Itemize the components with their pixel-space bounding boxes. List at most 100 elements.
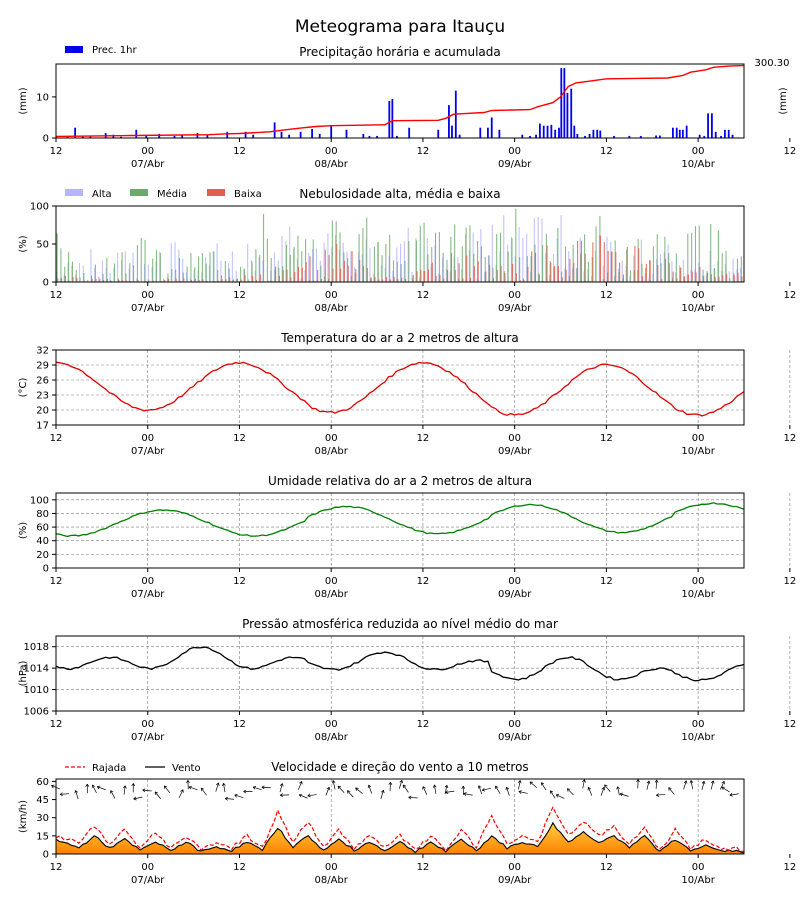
cloud-bar-alta — [373, 273, 375, 282]
precip-bar — [563, 68, 566, 138]
cloud-bar-baixa — [267, 280, 269, 282]
x-tick-label-date: 10/Abr — [681, 446, 715, 457]
cloud-bar-alta — [243, 268, 245, 282]
cloud-bar-alta — [419, 277, 421, 282]
gust-line — [55, 805, 744, 853]
cloud-bar-alta — [487, 255, 490, 282]
cloud-bar-baixa — [91, 278, 93, 282]
cloud-bar-média — [205, 263, 207, 282]
cloud-bar-média — [129, 263, 131, 282]
cloud-bar-baixa — [229, 277, 231, 282]
wind-direction-arrow — [518, 791, 528, 794]
wind-direction-arrow — [445, 790, 455, 793]
x-tick-label-date: 07/Abr — [131, 446, 165, 457]
cloud-bar-média — [652, 246, 654, 282]
cloud-bar-média — [534, 244, 536, 282]
x-tick-label-hour: 00 — [141, 433, 154, 444]
cloud-bar-alta — [686, 274, 688, 282]
precip-bar — [135, 129, 138, 138]
cloud-bar-alta — [327, 233, 329, 282]
cloud-bar-baixa — [198, 280, 200, 282]
wind-direction-arrow — [463, 793, 473, 796]
x-tick-label-hour: 12 — [233, 146, 246, 157]
cloud-bar-alta — [109, 273, 111, 282]
cloud-bar-alta — [277, 260, 279, 282]
cloud-bar-baixa — [103, 280, 105, 282]
wind-direction-arrow — [307, 794, 317, 797]
legend-label: Prec. 1hr — [92, 45, 137, 56]
cloud-bar-alta — [377, 242, 379, 282]
cloud-bar-alta — [468, 250, 470, 282]
x-tick-label-date: 09/Abr — [498, 446, 532, 457]
cloud-bar-média — [687, 233, 689, 282]
wind-direction-arrow — [355, 787, 363, 794]
cloud-bar-baixa — [275, 266, 277, 282]
cloud-bar-alta — [636, 269, 639, 282]
x-tick-label-date: 08/Abr — [314, 159, 348, 170]
cloud-bar-alta — [682, 259, 684, 282]
wind-arrow-head — [619, 792, 623, 797]
cloud-bar-baixa — [95, 278, 97, 282]
wind-direction-arrow — [482, 787, 492, 791]
x-tick-label-hour: 00 — [325, 146, 338, 157]
x-tick-label-hour: 00 — [325, 290, 338, 301]
wind-direction-arrow — [163, 785, 171, 794]
cloud-bar-baixa — [462, 278, 464, 282]
y-tick-label: 1018 — [24, 642, 49, 653]
cloud-bar-média — [664, 236, 666, 282]
cloud-bar-alta — [380, 264, 382, 282]
cloud-bar-média — [389, 234, 391, 282]
x-tick-label-hour: 00 — [141, 862, 154, 873]
cloud-bar-média — [423, 222, 425, 282]
cloud-bar-média — [113, 263, 116, 282]
x-tick-label-hour: 00 — [141, 576, 154, 587]
y-axis-label: (km/h) — [18, 800, 29, 833]
wind-direction-arrow — [604, 784, 611, 793]
cloud-bar-baixa — [599, 235, 602, 282]
cloud-bar-média — [350, 275, 353, 282]
cloud-bar-baixa — [225, 279, 227, 282]
cloud-bar-média — [217, 270, 219, 282]
wind-direction-arrow — [188, 786, 198, 791]
x-tick-label-hour: 12 — [233, 862, 246, 873]
x-tick-label-hour: 00 — [325, 719, 338, 730]
cloud-bar-baixa — [259, 274, 261, 282]
x-tick-label-hour: 00 — [692, 146, 705, 157]
series-line-umidade — [55, 502, 745, 538]
precip-bar — [678, 129, 681, 138]
y-tick-label: 10 — [36, 92, 49, 103]
cloud-bar-baixa — [447, 270, 449, 282]
wind-direction-arrow — [75, 790, 79, 800]
cloud-bar-média — [641, 263, 643, 282]
panel-5: Velocidade e direção do vento a 10 metro… — [18, 760, 796, 886]
panel-title: Precipitação horária e acumulada — [299, 45, 501, 59]
y-tick-label: 32 — [36, 346, 49, 357]
precip-bar — [330, 125, 333, 138]
precip-bar — [720, 135, 722, 138]
cloud-bar-alta — [94, 267, 96, 282]
precip-bar — [628, 135, 631, 138]
x-tick-label-hour: 12 — [783, 862, 796, 873]
wind-arrow-head — [432, 784, 437, 788]
wind-arrow-head — [646, 780, 651, 784]
cloud-bar-média — [557, 227, 559, 282]
cloud-bar-baixa — [706, 272, 709, 282]
wind-arrow-head — [477, 785, 482, 789]
x-tick-label-hour: 12 — [600, 290, 613, 301]
precip-bar — [74, 127, 77, 138]
cloud-bar-média — [175, 269, 177, 282]
cloud-bar-baixa — [294, 271, 296, 282]
plot-frame — [55, 205, 745, 283]
y-axis-label: (°C) — [18, 378, 29, 398]
cloud-bar-média — [542, 245, 544, 282]
cloud-bar-baixa — [61, 277, 63, 282]
wind-arrow-head — [654, 779, 659, 783]
figure-title: Meteograma para Itauçu — [295, 17, 505, 37]
cloud-bar-baixa — [443, 278, 445, 282]
cloud-bar-alta — [400, 243, 402, 282]
cloud-bar-média — [626, 249, 628, 282]
cloud-bar-baixa — [122, 280, 124, 282]
cloud-bar-alta — [361, 254, 363, 282]
cloud-bar-baixa — [676, 278, 678, 282]
cloud-bar-alta — [690, 269, 692, 282]
